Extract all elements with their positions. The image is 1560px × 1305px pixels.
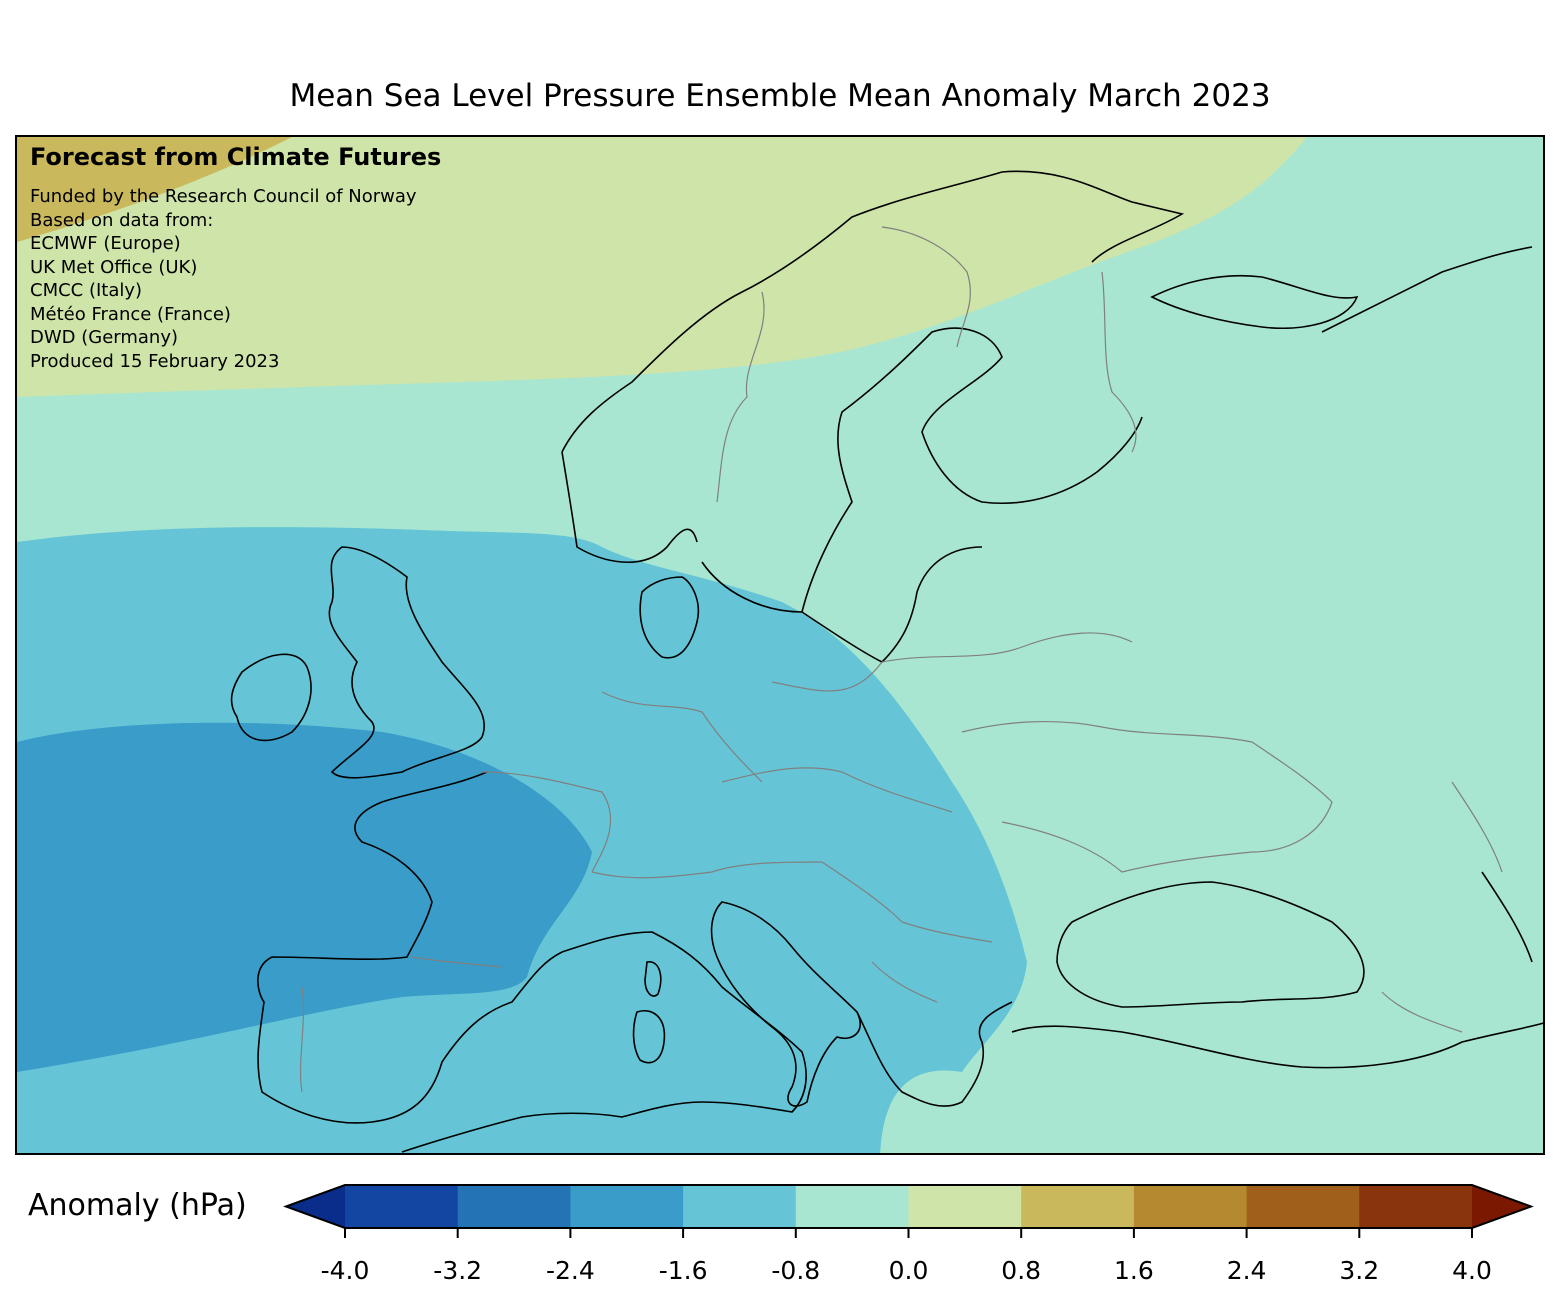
anomaly-map bbox=[17, 137, 1543, 1153]
colorbar-tick-label: 3.2 bbox=[1339, 1256, 1380, 1285]
coastlines bbox=[230, 170, 1543, 1153]
map-title: Mean Sea Level Pressure Ensemble Mean An… bbox=[289, 78, 1271, 114]
coastline-denmark bbox=[639, 576, 700, 659]
colorbar-swatch bbox=[457, 1185, 571, 1228]
anomaly-band-neg2.4-neg1.6 bbox=[17, 722, 592, 1072]
coastline-corsica bbox=[644, 961, 662, 997]
attribution-heading: Forecast from Climate Futures bbox=[30, 143, 442, 171]
colorbar-swatch bbox=[345, 1185, 459, 1228]
colorbar-swatch bbox=[1133, 1185, 1248, 1228]
colorbar-swatch bbox=[908, 1185, 1022, 1228]
coastline-italy bbox=[710, 901, 861, 1107]
anomaly-band-0.8-1.6 bbox=[17, 137, 292, 242]
coastline-white-sea bbox=[1321, 246, 1533, 333]
coastline-balkans bbox=[856, 1001, 1013, 1107]
colorbar bbox=[283, 1184, 1534, 1238]
coastline-caspian bbox=[1481, 871, 1533, 963]
colorbar-tick-label: 2.4 bbox=[1226, 1256, 1267, 1285]
coastline-baltic bbox=[801, 546, 983, 663]
coastline-black-sea bbox=[1056, 881, 1365, 1008]
coastline-ireland bbox=[230, 653, 312, 742]
coastline-sweden bbox=[701, 327, 1143, 613]
anomaly-band-0-0.8 bbox=[17, 137, 1307, 397]
coastline-norway-south bbox=[561, 451, 698, 564]
colorbar-extend-low bbox=[286, 1185, 345, 1228]
colorbar-swatch bbox=[1246, 1185, 1360, 1228]
colorbar-tick-label: -3.2 bbox=[433, 1256, 483, 1285]
colorbar-extend-high bbox=[1472, 1185, 1531, 1228]
attribution-line: DWD (Germany) bbox=[30, 327, 179, 348]
attribution-line: Based on data from: bbox=[30, 209, 214, 231]
coastline-anatolia bbox=[1011, 1022, 1543, 1069]
attribution-line: ECMWF (Europe) bbox=[30, 233, 181, 254]
colorbar-tick-label: -2.4 bbox=[546, 1256, 595, 1285]
colorbar-tick-label: -0.8 bbox=[771, 1256, 821, 1285]
colorbar-swatch bbox=[795, 1185, 909, 1228]
colorbar-tick-label: -4.0 bbox=[320, 1256, 370, 1285]
country-borders bbox=[299, 226, 1503, 1093]
colorbar-label: Anomaly (hPa) bbox=[28, 1188, 247, 1223]
colorbar-swatch bbox=[683, 1185, 797, 1228]
colorbar-tick-label: 0.8 bbox=[1001, 1256, 1042, 1285]
coastline-scandinavia bbox=[561, 170, 1185, 453]
colorbar-tick-label: -1.6 bbox=[658, 1256, 708, 1285]
coastline-kola bbox=[1150, 274, 1359, 330]
map-panel bbox=[15, 135, 1545, 1155]
attribution-line: UK Met Office (UK) bbox=[30, 256, 198, 278]
attribution-line: CMCC (Italy) bbox=[30, 280, 143, 301]
colorbar-swatch bbox=[570, 1185, 684, 1228]
colorbar-swatch bbox=[1359, 1185, 1473, 1228]
coastline-sardinia bbox=[632, 1010, 666, 1064]
colorbar-swatch bbox=[1021, 1185, 1135, 1228]
attribution-line: Produced 15 February 2023 bbox=[30, 350, 280, 372]
attribution-line: Météo France (France) bbox=[30, 303, 231, 325]
attribution-box: Forecast from Climate Futures Funded by … bbox=[30, 143, 441, 373]
coastline-great-britain bbox=[328, 546, 485, 779]
coastline-med bbox=[401, 931, 807, 1153]
colorbar-tick-label: 0.0 bbox=[888, 1256, 929, 1285]
attribution-line: Funded by the Research Council of Norway bbox=[30, 186, 417, 207]
coastline-west-europe bbox=[257, 771, 563, 1124]
colorbar-tick-label: 1.6 bbox=[1114, 1256, 1154, 1285]
colorbar-tick-label: 4.0 bbox=[1452, 1256, 1492, 1285]
